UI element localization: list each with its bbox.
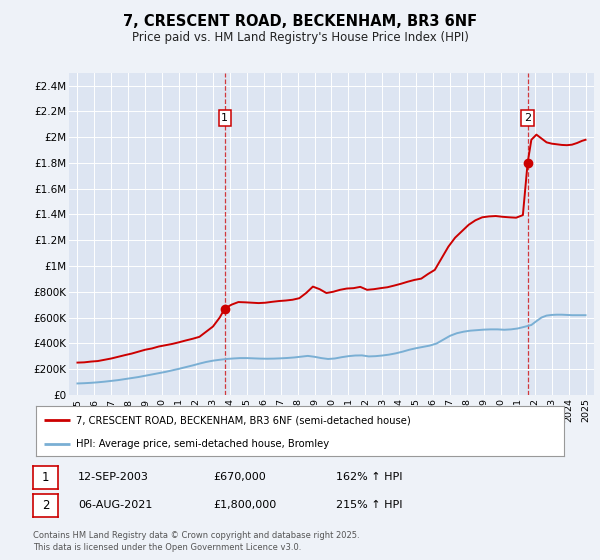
Text: Price paid vs. HM Land Registry's House Price Index (HPI): Price paid vs. HM Land Registry's House … <box>131 31 469 44</box>
Text: 2: 2 <box>42 499 49 512</box>
Text: 7, CRESCENT ROAD, BECKENHAM, BR3 6NF: 7, CRESCENT ROAD, BECKENHAM, BR3 6NF <box>123 14 477 29</box>
Text: £1,800,000: £1,800,000 <box>213 500 276 510</box>
Text: 2: 2 <box>524 113 531 123</box>
Text: 7, CRESCENT ROAD, BECKENHAM, BR3 6NF (semi-detached house): 7, CRESCENT ROAD, BECKENHAM, BR3 6NF (se… <box>76 415 410 425</box>
Text: 1: 1 <box>42 471 49 484</box>
Text: HPI: Average price, semi-detached house, Bromley: HPI: Average price, semi-detached house,… <box>76 439 329 449</box>
Text: 162% ↑ HPI: 162% ↑ HPI <box>336 472 403 482</box>
Text: 06-AUG-2021: 06-AUG-2021 <box>78 500 152 510</box>
Text: 215% ↑ HPI: 215% ↑ HPI <box>336 500 403 510</box>
Text: 12-SEP-2003: 12-SEP-2003 <box>78 472 149 482</box>
Text: £670,000: £670,000 <box>213 472 266 482</box>
Text: Contains HM Land Registry data © Crown copyright and database right 2025.
This d: Contains HM Land Registry data © Crown c… <box>33 531 359 552</box>
Text: 1: 1 <box>221 113 229 123</box>
